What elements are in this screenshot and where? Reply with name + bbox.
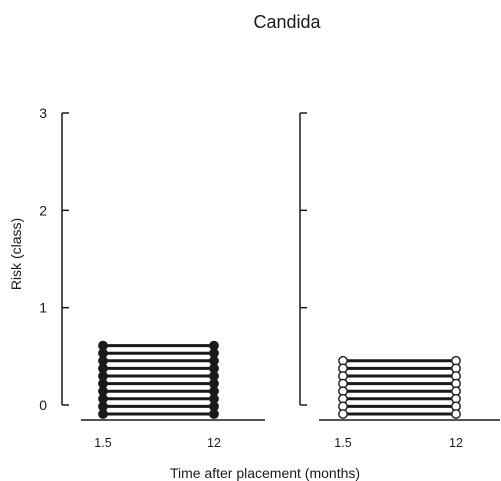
y-tick-label: 3	[39, 105, 47, 121]
open-marker	[451, 409, 461, 419]
x-tick-label: 12	[207, 436, 221, 450]
x-tick-label: 12	[449, 436, 463, 450]
y-tick-label: 1	[39, 300, 47, 316]
y-axis-label: Risk (class)	[8, 218, 24, 290]
panel-right: 1.5 12	[299, 112, 500, 450]
open-marker	[338, 409, 348, 419]
filled-marker	[98, 409, 108, 419]
y-tick-label: 2	[39, 202, 47, 218]
x-tick-label: 1.5	[94, 436, 111, 450]
filled-marker	[209, 409, 219, 419]
x-tick-label: 1.5	[334, 436, 351, 450]
y-tick-label: 0	[39, 397, 47, 413]
x-axis-label: Time after placement (months)	[170, 465, 360, 481]
chart-title: Candida	[253, 12, 321, 32]
